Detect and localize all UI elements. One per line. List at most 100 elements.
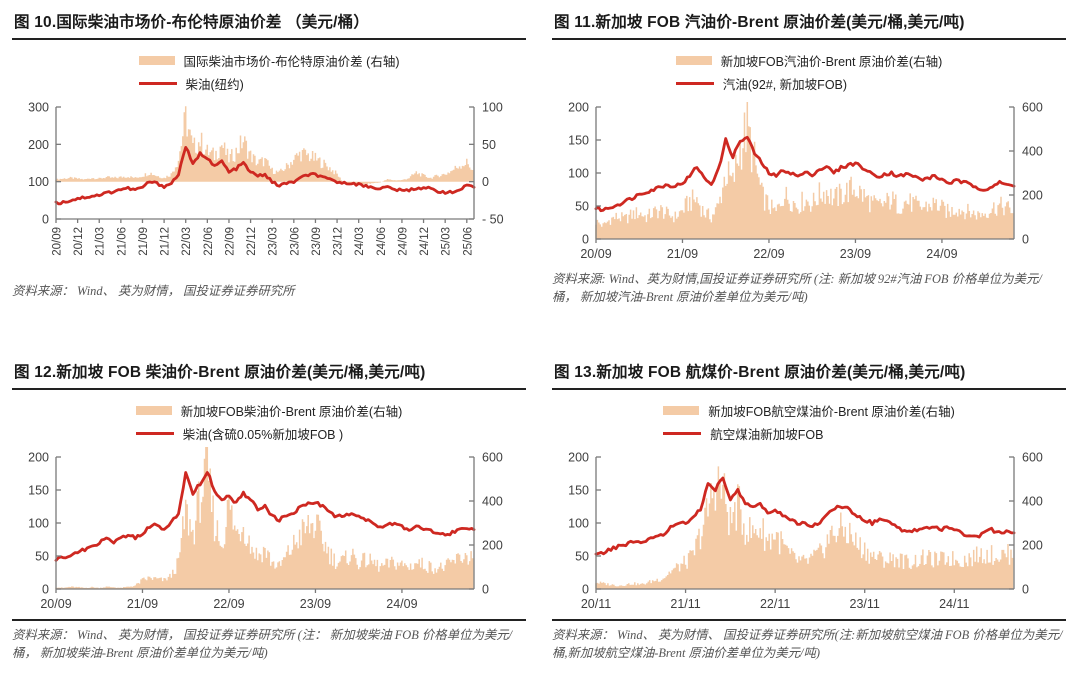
figure-11-legend: 新加坡FOB汽油价-Brent 原油价差(右轴) 汽油(92#, 新加坡FOB) [552, 47, 1066, 97]
legend-item-area: 新加坡FOB柴油价-Brent 原油价差(右轴) [135, 401, 403, 420]
svg-text:200: 200 [28, 451, 49, 465]
svg-text:21/03: 21/03 [95, 227, 107, 256]
figure-13-source-note: 资料来源： Wind、 英为财情、 国投证券证券研究所(注:新加坡航空煤油 FO… [552, 619, 1066, 663]
svg-text:20/09: 20/09 [580, 247, 611, 261]
svg-text:23/09: 23/09 [840, 247, 871, 261]
svg-text:23/09: 23/09 [311, 227, 323, 256]
svg-text:0: 0 [1022, 583, 1029, 597]
figure-11: 图 11.新加坡 FOB 汽油价-Brent 原油价差(美元/桶,美元/吨) 新… [540, 0, 1080, 350]
chart-canvas-figure-12: 0 50 100 150 200 0 200 400 600 20/09 21/09 22/09 23/… [28, 447, 503, 611]
line-legend-swatch [138, 82, 177, 85]
svg-text:22/03: 22/03 [181, 227, 193, 256]
svg-text:0: 0 [482, 175, 489, 189]
svg-text:20/09: 20/09 [52, 227, 64, 256]
svg-text:22/09: 22/09 [213, 597, 244, 611]
figure-12: 图 12.新加坡 FOB 柴油价-Brent 原油价差(美元/桶,美元/吨) 新… [0, 350, 540, 663]
svg-text:100: 100 [568, 517, 589, 531]
svg-text:200: 200 [568, 451, 589, 465]
svg-text:23/12: 23/12 [333, 227, 345, 256]
svg-text:0: 0 [482, 583, 489, 597]
svg-text:100: 100 [28, 175, 49, 189]
area-legend-swatch [675, 56, 712, 65]
svg-text:23/03: 23/03 [268, 227, 280, 256]
svg-text:21/12: 21/12 [160, 227, 172, 256]
svg-text:300: 300 [28, 101, 49, 115]
legend-label: 航空煤油新加坡FOB [710, 428, 824, 442]
svg-text:24/06: 24/06 [376, 227, 388, 256]
legend-item-area: 新加坡FOB汽油价-Brent 原油价差(右轴) [675, 51, 943, 70]
svg-text:21/09: 21/09 [667, 247, 698, 261]
legend-label: 新加坡FOB汽油价-Brent 原油价差(右轴) [720, 55, 943, 69]
legend-label: 新加坡FOB柴油价-Brent 原油价差(右轴) [180, 405, 403, 419]
svg-text:22/11: 22/11 [760, 597, 790, 611]
area-legend-swatch [138, 56, 175, 65]
svg-text:200: 200 [1022, 539, 1043, 553]
figure-10-legend: 国际柴油市场价-布伦特原油价差 (右轴) 柴油(纽约) [12, 47, 526, 97]
legend-item-line: 柴油(纽约) [138, 74, 400, 93]
legend-label: 柴油(含硫0.05%新加坡FOB ) [182, 428, 344, 442]
chart-canvas-figure-11: 0 50 100 150 200 0 200 400 600 20/09 21/09 22/09 23/… [568, 101, 1043, 262]
svg-text:400: 400 [1022, 495, 1043, 509]
svg-text:22/09: 22/09 [753, 247, 784, 261]
svg-text:200: 200 [28, 138, 49, 152]
legend-item-line: 柴油(含硫0.05%新加坡FOB ) [135, 424, 403, 443]
legend-label: 国际柴油市场价-布伦特原油价差 (右轴) [183, 55, 400, 69]
legend-label: 汽油(92#, 新加坡FOB) [722, 78, 848, 92]
svg-text:24/09: 24/09 [926, 247, 957, 261]
svg-text:21/11: 21/11 [670, 597, 700, 611]
svg-text:50: 50 [575, 550, 589, 564]
svg-text:150: 150 [28, 484, 49, 498]
figure-13-title: 图 13.新加坡 FOB 航煤价-Brent 原油价差(美元/桶,美元/吨) [552, 358, 1066, 390]
svg-text:24/03: 24/03 [354, 227, 366, 256]
svg-text:0: 0 [582, 583, 589, 597]
chart-canvas-figure-13: 0 50 100 150 200 0 200 400 600 20/11 21/11 22/11 23/… [568, 451, 1043, 612]
svg-text:21/06: 21/06 [116, 227, 128, 256]
svg-text:100: 100 [28, 517, 49, 531]
legend-item-area: 新加坡FOB航空煤油价-Brent 原油价差(右轴) [663, 401, 955, 420]
svg-text:23/09: 23/09 [300, 597, 331, 611]
svg-text:100: 100 [482, 101, 503, 115]
area-legend-swatch [663, 406, 700, 415]
legend-item-line: 航空煤油新加坡FOB [663, 424, 955, 443]
svg-text:50: 50 [482, 138, 496, 152]
svg-text:0: 0 [42, 213, 49, 227]
svg-text:- 50: - 50 [482, 213, 504, 227]
legend-item-line: 汽油(92#, 新加坡FOB) [675, 74, 943, 93]
line-legend-swatch [675, 82, 714, 85]
svg-text:200: 200 [482, 539, 503, 553]
svg-text:21/09: 21/09 [138, 227, 150, 256]
svg-text:600: 600 [1022, 451, 1043, 465]
svg-text:400: 400 [1022, 145, 1043, 159]
svg-text:22/06: 22/06 [203, 227, 215, 256]
svg-text:50: 50 [35, 550, 49, 564]
figure-10-source-note: 资料来源： Wind、 英为财情， 国投证券证券研究所 [12, 284, 295, 298]
area-legend-swatch [135, 406, 172, 415]
svg-text:50: 50 [575, 200, 589, 214]
svg-text:150: 150 [568, 484, 589, 498]
figure-13-legend: 新加坡FOB航空煤油价-Brent 原油价差(右轴) 航空煤油新加坡FOB [552, 397, 1066, 447]
svg-text:21/09: 21/09 [127, 597, 158, 611]
legend-label: 新加坡FOB航空煤油价-Brent 原油价差(右轴) [708, 405, 955, 419]
svg-text:24/09: 24/09 [397, 227, 409, 256]
figure-12-title: 图 12.新加坡 FOB 柴油价-Brent 原油价差(美元/桶,美元/吨) [12, 358, 526, 390]
svg-text:22/12: 22/12 [246, 227, 258, 256]
figure-12-source-note: 资料来源： Wind、 英为财情， 国投证券证券研究所 (注： 新加坡柴油 FO… [12, 619, 526, 663]
svg-text:200: 200 [1022, 189, 1043, 203]
svg-text:0: 0 [1022, 233, 1029, 247]
figure-13: 图 13.新加坡 FOB 航煤价-Brent 原油价差(美元/桶,美元/吨) 新… [540, 350, 1080, 663]
svg-text:22/09: 22/09 [224, 227, 236, 256]
svg-text:20/09: 20/09 [40, 597, 71, 611]
svg-text:0: 0 [42, 583, 49, 597]
legend-label: 柴油(纽约) [185, 78, 244, 92]
figure-12-legend: 新加坡FOB柴油价-Brent 原油价差(右轴) 柴油(含硫0.05%新加坡FO… [12, 397, 526, 447]
svg-text:24/09: 24/09 [386, 597, 417, 611]
figures-row-1: 图 10.国际柴油市场价-布伦特原油价差 （美元/桶） 国际柴油市场价-布伦特原… [12, 0, 1080, 350]
svg-text:600: 600 [1022, 101, 1043, 115]
svg-text:400: 400 [482, 495, 503, 509]
svg-text:600: 600 [482, 451, 503, 465]
line-legend-swatch [135, 432, 174, 435]
svg-text:25/03: 25/03 [441, 227, 453, 256]
line-legend-swatch [663, 432, 702, 435]
figure-10-title: 图 10.国际柴油市场价-布伦特原油价差 （美元/桶） [12, 8, 526, 40]
svg-text:0: 0 [582, 233, 589, 247]
